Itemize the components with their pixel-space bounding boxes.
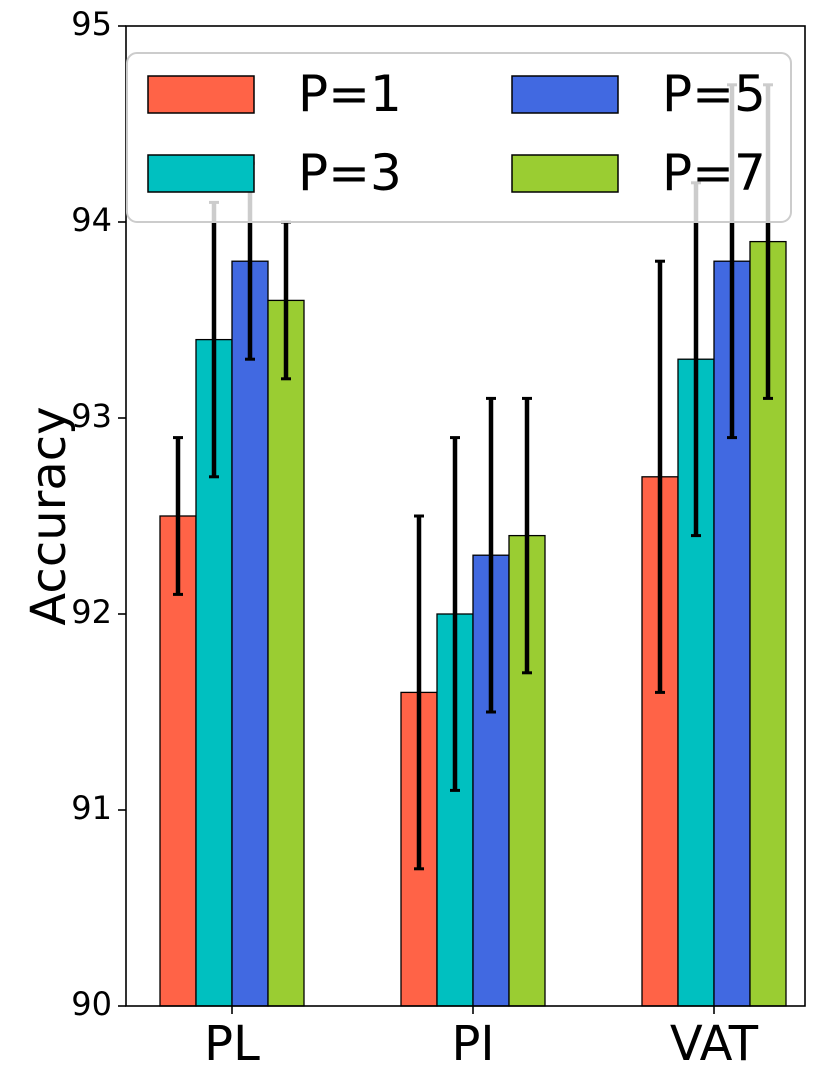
- y-tick-label-91: 91: [71, 789, 112, 827]
- legend: P=1 P=3 P=5 P=7: [126, 52, 792, 223]
- legend-label-P3: P=3: [298, 144, 402, 202]
- error-bars-layer: [173, 83, 773, 871]
- y-tick-label-92: 92: [71, 593, 112, 631]
- y-tick-label-95: 95: [71, 5, 112, 43]
- y-axis-label: Accuracy: [21, 406, 77, 625]
- x-tick-label-VAT: VAT: [670, 1016, 759, 1072]
- legend-label-P5: P=5: [662, 65, 766, 123]
- legend-label-P7: P=7: [662, 144, 766, 202]
- y-ticks-layer: 90 91 92 93 94 95: [71, 5, 126, 1023]
- y-tick-label-93: 93: [71, 397, 112, 435]
- bar-P7-PL: [267, 299, 305, 1007]
- x-tick-label-PL: PL: [204, 1016, 260, 1072]
- legend-swatch-P1: [147, 75, 255, 114]
- x-ticks-layer: PL PI VAT: [204, 1006, 759, 1072]
- legend-frame: [126, 52, 792, 223]
- legend-label-P1: P=1: [298, 65, 402, 123]
- bars-layer: [159, 240, 787, 1007]
- y-tick-label-90: 90: [71, 985, 112, 1023]
- legend-swatch-P3: [147, 154, 255, 193]
- legend-swatch-P5: [511, 75, 619, 114]
- plot-area-frame: [125, 25, 806, 1007]
- x-tick-label-PI: PI: [451, 1016, 494, 1072]
- bar-P5-PL: [231, 260, 269, 1007]
- bar-P1-PL: [159, 515, 197, 1007]
- axes-layer: [125, 25, 806, 1007]
- y-tick-label-94: 94: [71, 201, 112, 239]
- legend-swatch-P7: [511, 154, 619, 193]
